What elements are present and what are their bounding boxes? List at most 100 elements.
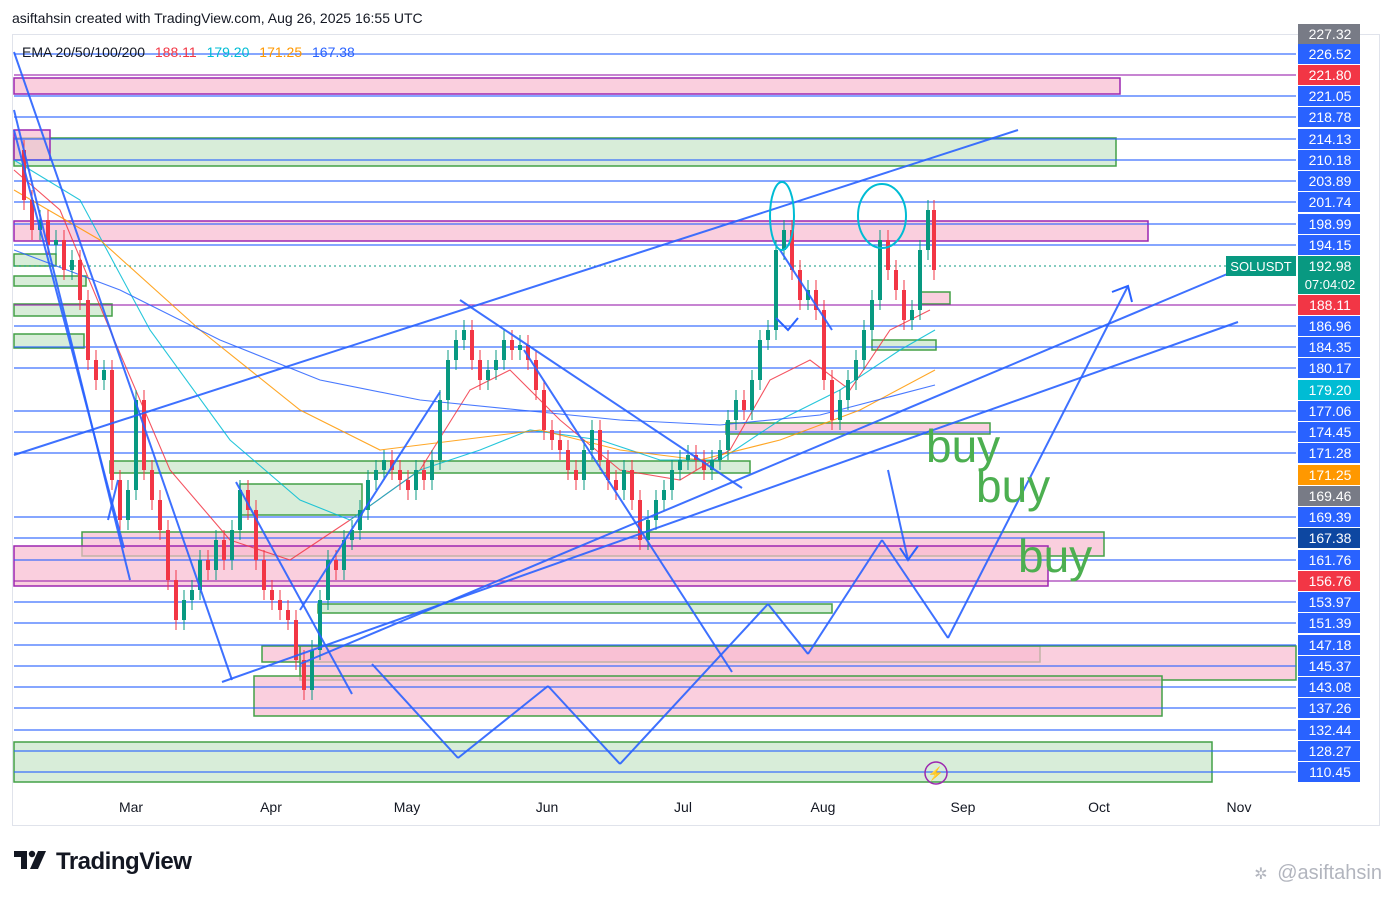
price-axis-badge [1298, 656, 1360, 676]
price-axis-badge [1298, 214, 1360, 234]
price-axis-label: 227.32 [1309, 26, 1352, 42]
price-axis-badge [1298, 358, 1360, 378]
price-axis-badge [1298, 235, 1360, 255]
trend-line [619, 603, 769, 765]
ema-100-value: 171.25 [259, 44, 303, 60]
price-axis-label: 128.27 [1309, 743, 1352, 759]
candle-body [446, 360, 450, 400]
price-axis-badge [1298, 24, 1360, 44]
price-axis-label: 210.18 [1309, 152, 1352, 168]
price-axis-badge [1298, 550, 1360, 570]
price-axis-label: 221.80 [1309, 67, 1352, 83]
candle-body [246, 490, 250, 510]
candle-body [166, 530, 170, 580]
candle-body [430, 460, 434, 480]
price-axis-label: 110.45 [1309, 764, 1351, 780]
candle-body [502, 340, 506, 360]
zone-box [253, 675, 1163, 717]
x-axis-tick-label: Sep [951, 799, 976, 815]
candle-body [910, 310, 914, 320]
price-axis-label: 194.15 [1309, 237, 1352, 253]
candle-body [406, 480, 410, 490]
candle-body [534, 360, 538, 390]
candle-body [710, 460, 714, 470]
candle-body [830, 380, 834, 420]
trend-line [947, 285, 1129, 639]
price-axis-badge [1298, 65, 1360, 85]
price-axis-badge [1298, 613, 1360, 633]
price-axis-badge [1298, 401, 1360, 421]
candle-body [222, 540, 226, 560]
candle-body [422, 470, 426, 480]
price-axis-badge [1298, 677, 1360, 697]
price-axis-badge [1298, 486, 1360, 506]
trend-line [779, 249, 833, 331]
price-axis-label: 218.78 [1309, 109, 1352, 125]
candle-body [822, 310, 826, 380]
candle-body [142, 400, 146, 470]
price-axis-badge [1298, 528, 1360, 548]
zone-box [13, 275, 87, 287]
price-axis-label: 180.17 [1309, 360, 1352, 376]
x-axis-tick-label: Aug [811, 799, 836, 815]
candle-body [862, 330, 866, 360]
tradingview-logo-text: TradingView [56, 848, 192, 875]
candle-body [30, 200, 34, 230]
trend-line [107, 479, 119, 521]
candle-body [46, 220, 50, 245]
price-axis-label: 145.37 [1309, 658, 1352, 674]
candle-body [854, 360, 858, 380]
watermark-text: @asiftahsin [1277, 862, 1382, 884]
candle-body [782, 230, 786, 250]
candle-body [374, 470, 378, 480]
trend-line [13, 129, 125, 549]
price-axis-label: 161.76 [1309, 552, 1352, 568]
price-axis-badge [1298, 720, 1360, 740]
price-axis-label: 167.38 [1309, 530, 1352, 546]
candle-body [286, 610, 290, 620]
price-axis-label: 174.45 [1309, 424, 1352, 440]
candle-body [670, 470, 674, 490]
candle-body [78, 260, 82, 300]
candle-body [278, 600, 282, 610]
tradingview-logo-icon [14, 849, 50, 876]
candle-body [462, 330, 466, 340]
countdown-label: 07:04:02 [1305, 277, 1356, 292]
candle-body [438, 400, 442, 460]
symbol-badge [1226, 256, 1296, 276]
price-axis-badge [1298, 635, 1360, 655]
current-price-label: 192.98 [1309, 258, 1352, 274]
candle-body [54, 240, 58, 245]
candle-body [150, 470, 154, 500]
trend-line [459, 299, 743, 489]
price-axis-label: 156.76 [1309, 573, 1352, 589]
ema-100-line [13, 189, 936, 461]
highlight-ellipse [857, 183, 907, 249]
candle-body [254, 510, 258, 560]
zone-box [13, 77, 1121, 95]
tradingview-logo[interactable]: TradingView [14, 848, 192, 876]
buy-annotation: buy [976, 460, 1050, 512]
candle-body [702, 460, 706, 470]
candle-body [190, 590, 194, 600]
candle-body [742, 400, 746, 410]
price-axis-badge [1298, 337, 1360, 357]
price-axis-label: 177.06 [1309, 403, 1352, 419]
price-axis-label: 132.44 [1309, 722, 1352, 738]
candle-body [766, 330, 770, 340]
candle-body [790, 230, 794, 270]
price-axis-badge [1298, 295, 1360, 315]
price-axis-badge [1298, 150, 1360, 170]
candle-body [838, 400, 842, 420]
price-axis-label: 214.13 [1309, 131, 1352, 147]
candle-body [454, 340, 458, 360]
candle-body [750, 380, 754, 410]
candle-body [238, 490, 242, 530]
price-axis-label: 198.99 [1309, 216, 1352, 232]
candle-body [518, 345, 522, 350]
zone-box [299, 645, 1297, 681]
candle-body [182, 600, 186, 620]
candle-body [806, 290, 810, 300]
price-axis-label: 143.08 [1309, 679, 1352, 695]
